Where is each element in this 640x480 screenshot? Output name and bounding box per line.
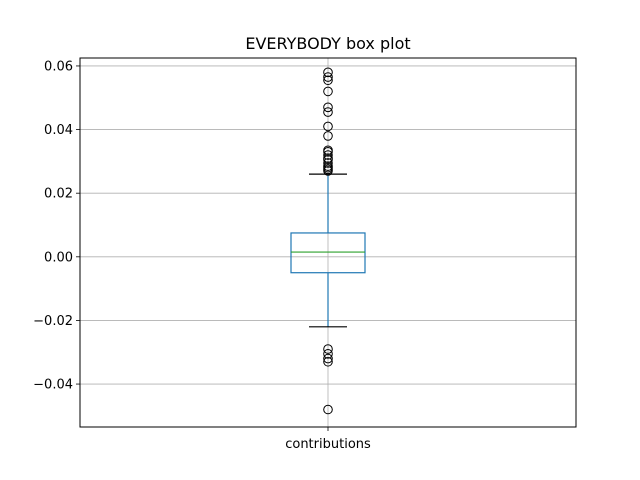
chart-title: EVERYBODY box plot [245, 34, 410, 53]
outlier-point [323, 344, 333, 354]
y-tick-label: 0.06 [44, 59, 73, 74]
y-tick-label: 0.04 [44, 123, 73, 138]
outlier-point [323, 86, 333, 97]
y-tick-label: 0.00 [44, 250, 73, 265]
x-tick-label: contributions [285, 437, 371, 452]
outlier-point [323, 121, 333, 132]
outlier-point [323, 349, 333, 359]
outlier-point [323, 404, 333, 415]
outlier-point [323, 158, 333, 168]
outlier-point [323, 67, 333, 78]
outlier-point [323, 72, 333, 82]
iqr-box [290, 232, 366, 274]
axes: −0.04 −0.02 0.00 0.02 0.04 0.06 contributions [33, 59, 371, 452]
outlier-point [323, 166, 333, 176]
outlier-point [323, 154, 333, 165]
outlier-point [323, 150, 333, 160]
y-tick-label: −0.02 [33, 314, 73, 329]
y-tick-label: 0.02 [44, 187, 73, 202]
grid [80, 58, 576, 427]
y-tick-label: −0.04 [33, 378, 73, 393]
outlier-point [323, 107, 333, 117]
outlier-point [323, 75, 333, 86]
outlier-point [323, 353, 333, 364]
outlier-point [323, 356, 333, 367]
plot-area [290, 67, 366, 415]
outlier-point [323, 147, 333, 157]
outlier-point [323, 102, 333, 113]
outlier-point [323, 131, 333, 141]
